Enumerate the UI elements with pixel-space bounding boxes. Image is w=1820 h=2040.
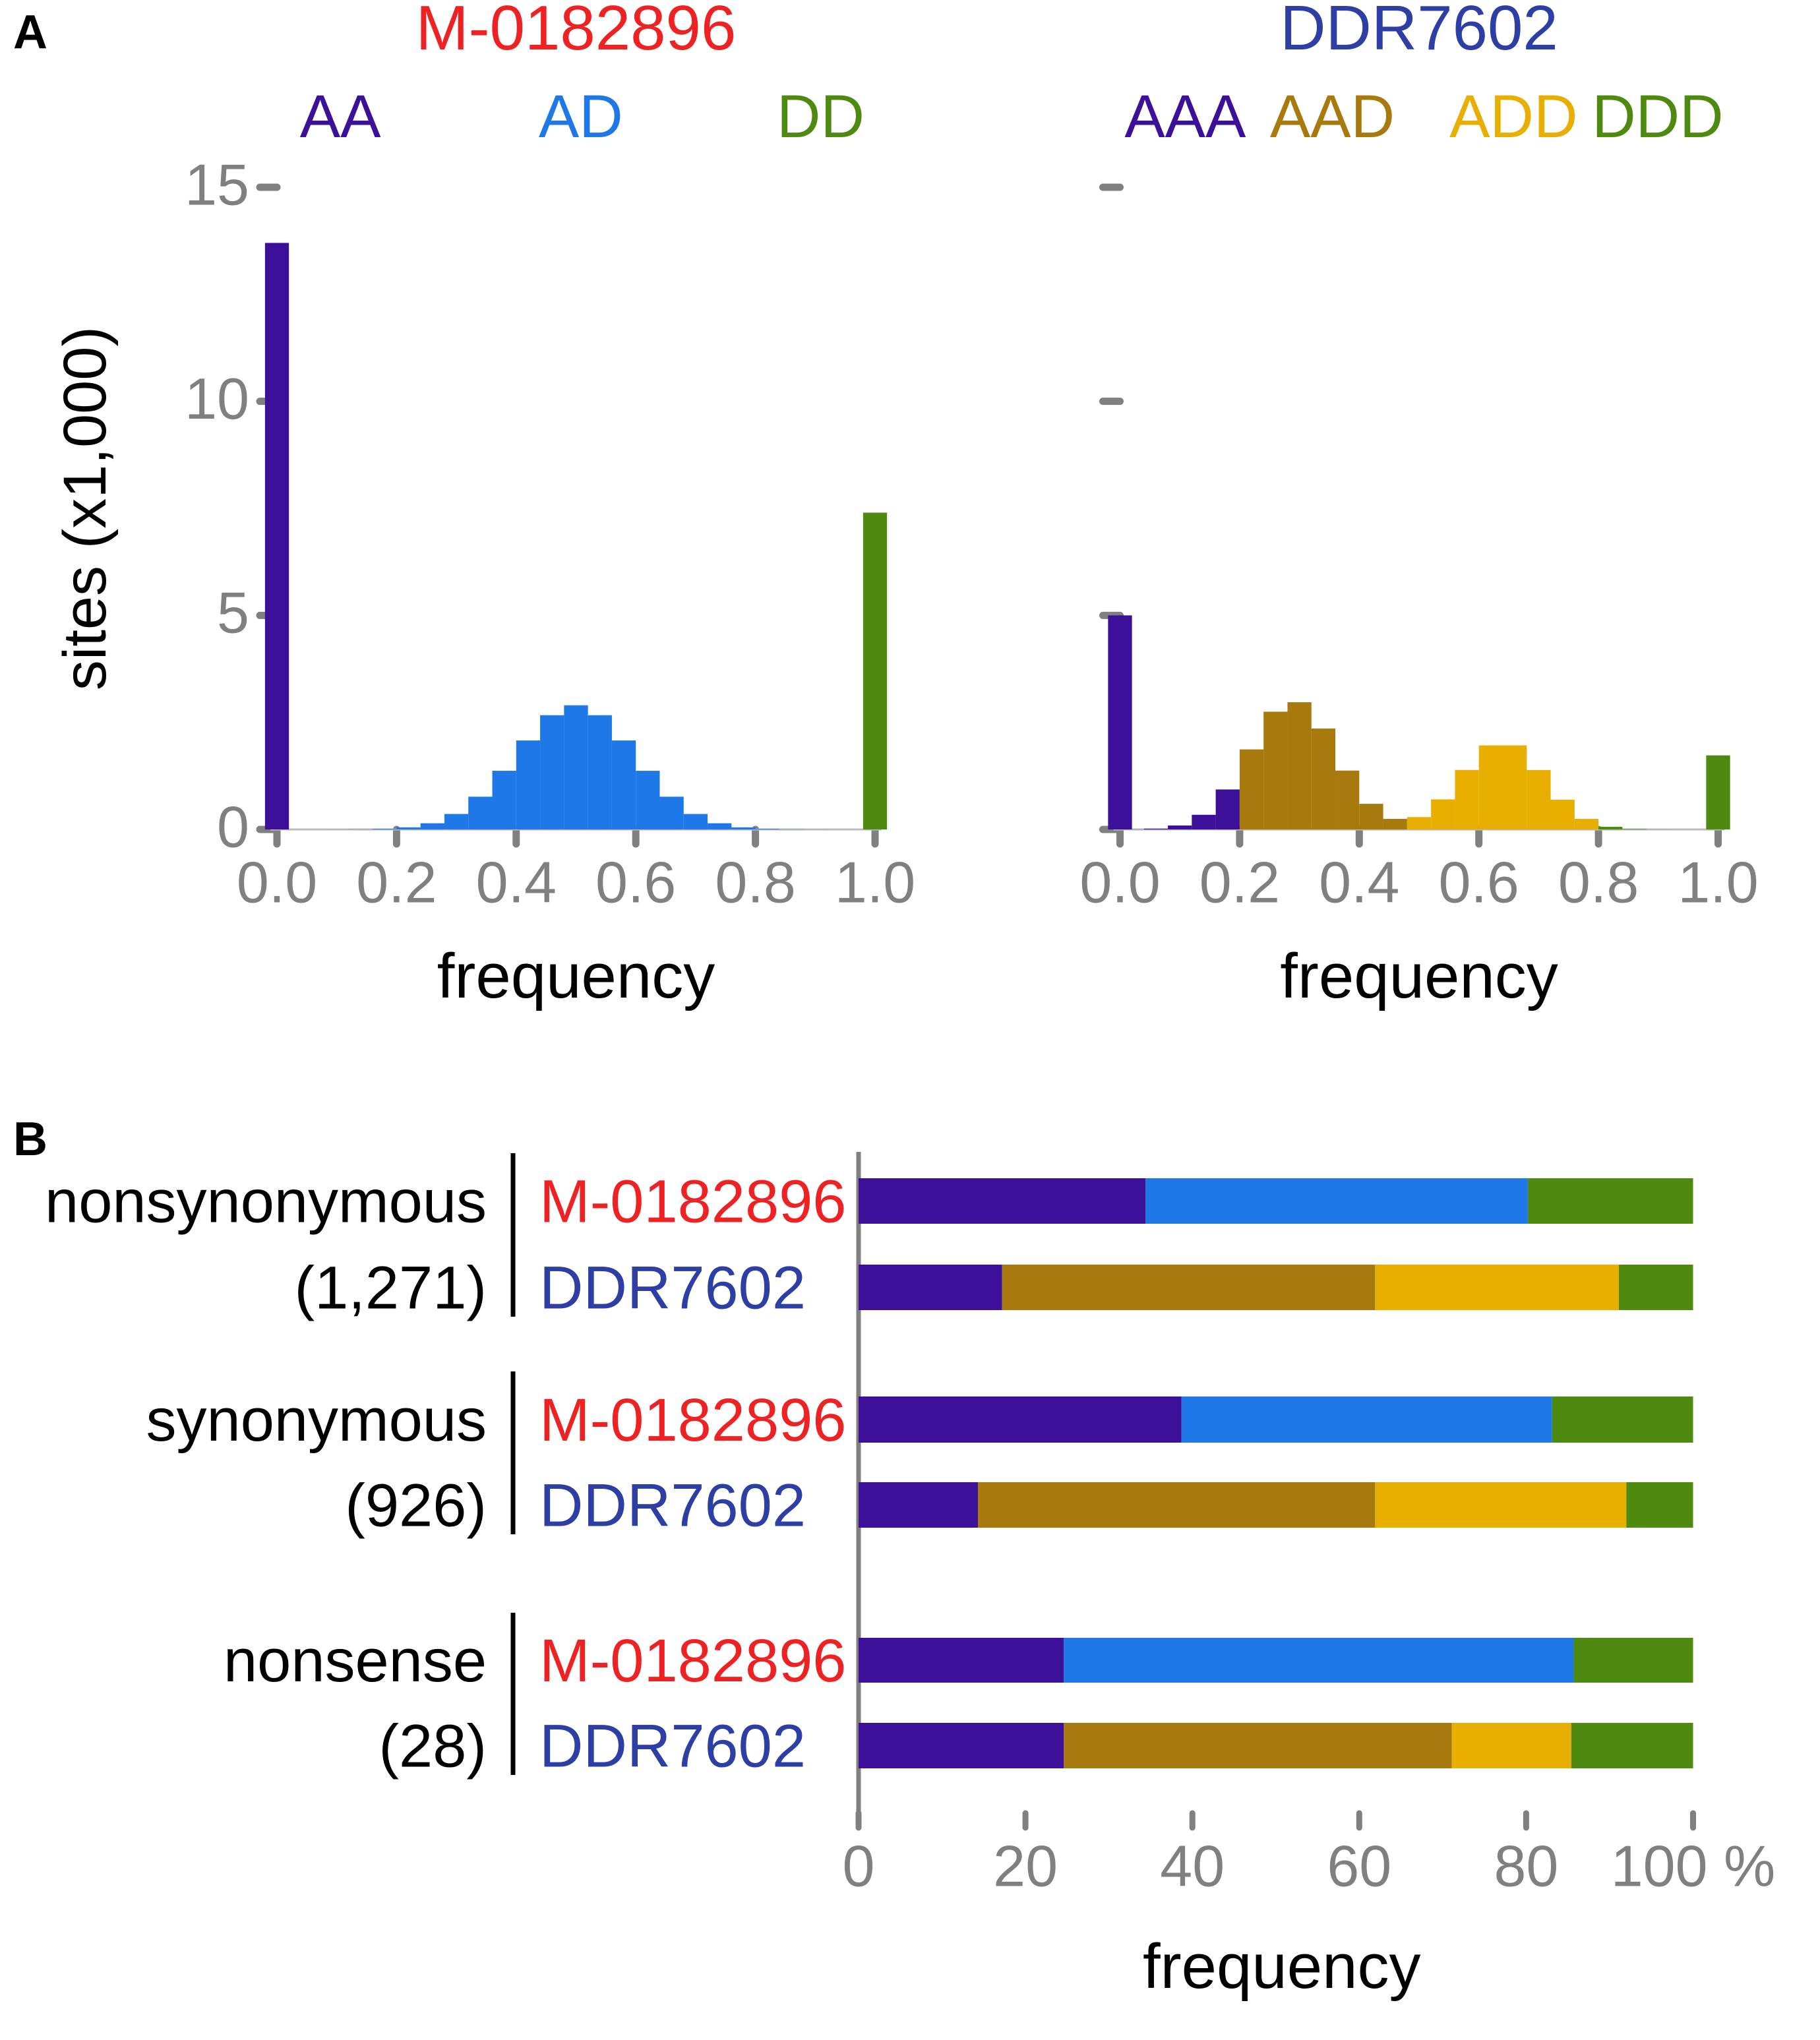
svg-text:nonsense: nonsense <box>224 1627 487 1695</box>
svg-text:frequency: frequency <box>1280 941 1558 1011</box>
svg-text:0.4: 0.4 <box>1319 849 1399 915</box>
svg-text:synonymous: synonymous <box>146 1387 487 1454</box>
svg-text:0.6: 0.6 <box>595 849 676 915</box>
svg-text:0.8: 0.8 <box>1558 849 1639 915</box>
svg-text:M-0182896: M-0182896 <box>416 0 737 63</box>
svg-text:AAA: AAA <box>1124 83 1246 150</box>
svg-text:15: 15 <box>185 152 249 217</box>
svg-text:0.4: 0.4 <box>476 849 557 915</box>
svg-text:0.6: 0.6 <box>1439 849 1519 915</box>
svg-text:20: 20 <box>993 1833 1058 1898</box>
svg-text:AAD: AAD <box>1270 83 1395 150</box>
svg-text:0: 0 <box>843 1833 875 1898</box>
svg-text:0.0: 0.0 <box>1079 849 1160 915</box>
svg-text:1.0: 1.0 <box>835 849 915 915</box>
svg-text:DDR7602: DDR7602 <box>539 1472 806 1540</box>
svg-text:10: 10 <box>185 366 249 431</box>
svg-text:sites (x1,000): sites (x1,000) <box>51 326 119 690</box>
svg-text:0.8: 0.8 <box>715 849 795 915</box>
svg-text:ADD: ADD <box>1449 83 1577 150</box>
svg-text:(28): (28) <box>379 1713 487 1780</box>
svg-text:DDR7602: DDR7602 <box>539 1255 806 1322</box>
svg-text:frequency: frequency <box>437 941 715 1011</box>
svg-text:M-0182896: M-0182896 <box>539 1627 846 1695</box>
svg-text:80: 80 <box>1494 1833 1558 1898</box>
svg-text:AD: AD <box>539 83 623 150</box>
svg-text:1.0: 1.0 <box>1678 849 1758 915</box>
svg-text:DDR7602: DDR7602 <box>539 1713 806 1780</box>
svg-text:DDR7602: DDR7602 <box>1280 0 1558 63</box>
svg-text:nonsynonymous: nonsynonymous <box>45 1168 487 1236</box>
svg-text:0.2: 0.2 <box>356 849 437 915</box>
svg-text:DD: DD <box>777 83 864 150</box>
svg-text:40: 40 <box>1160 1833 1225 1898</box>
svg-text:0.0: 0.0 <box>237 849 317 915</box>
svg-text:frequency: frequency <box>1143 1931 1421 2002</box>
svg-text:M-0182896: M-0182896 <box>539 1168 846 1236</box>
svg-text:60: 60 <box>1327 1833 1391 1898</box>
svg-text:AA: AA <box>300 83 381 150</box>
svg-text:DDD: DDD <box>1592 83 1723 150</box>
svg-text:M-0182896: M-0182896 <box>539 1387 846 1454</box>
svg-text:0.2: 0.2 <box>1199 849 1280 915</box>
svg-text:100 %: 100 % <box>1611 1833 1776 1898</box>
svg-text:5: 5 <box>217 580 249 645</box>
svg-text:(1,271): (1,271) <box>295 1255 487 1322</box>
svg-text:(926): (926) <box>345 1472 487 1540</box>
